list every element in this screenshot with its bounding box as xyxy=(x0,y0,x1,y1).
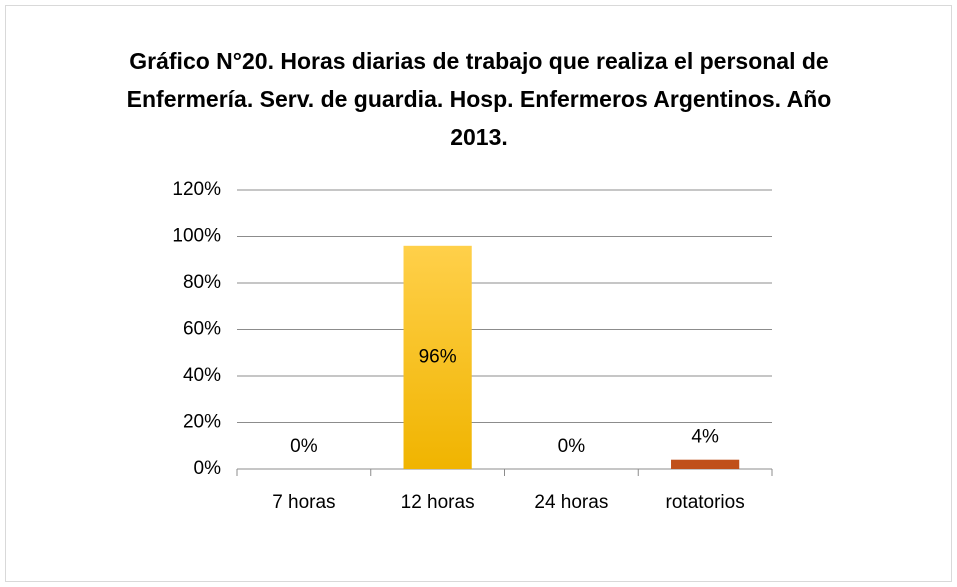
data-label: 0% xyxy=(558,436,586,457)
y-tick-label: 80% xyxy=(183,272,221,293)
bar xyxy=(671,459,740,469)
y-tick-label: 40% xyxy=(183,365,221,386)
y-tick-label: 20% xyxy=(183,412,221,433)
chart-frame xyxy=(5,5,952,582)
x-tick-label: 12 horas xyxy=(401,492,475,513)
data-label: 96% xyxy=(419,346,457,367)
x-tick-label: 24 horas xyxy=(534,492,608,513)
data-label: 0% xyxy=(290,436,318,457)
y-tick-label: 100% xyxy=(172,226,221,247)
bar xyxy=(403,245,472,469)
chart-title: Gráfico N°20. Horas diarias de trabajo q… xyxy=(126,48,832,150)
y-tick-label: 60% xyxy=(183,319,221,340)
data-label: 4% xyxy=(691,427,719,448)
x-tick-label: 7 horas xyxy=(272,492,335,513)
y-tick-label: 0% xyxy=(194,458,222,479)
y-tick-label: 120% xyxy=(172,179,221,200)
x-tick-label: rotatorios xyxy=(666,492,745,513)
